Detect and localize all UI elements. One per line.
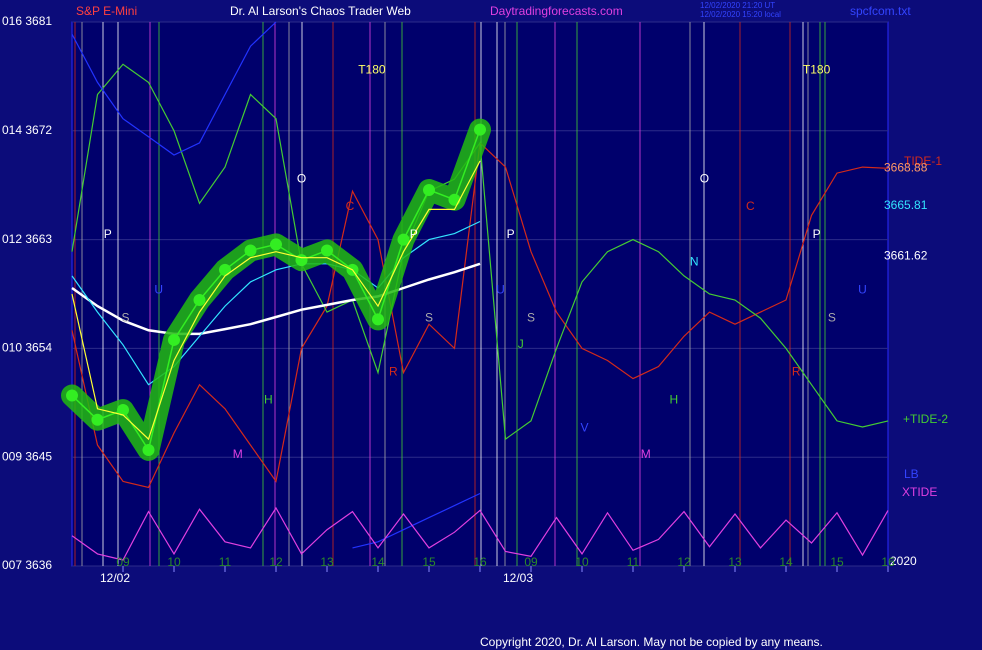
x-tick-label: 09 — [116, 555, 130, 569]
x-tick-label: 13 — [320, 555, 334, 569]
annotation: M — [233, 447, 243, 461]
chart-subtitle: Dr. Al Larson's Chaos Trader Web — [230, 4, 411, 18]
y-tick-label: 010 3654 — [2, 341, 52, 355]
price-label: 3665.81 — [884, 198, 928, 212]
copyright: Copyright 2020, Dr. Al Larson. May not b… — [480, 635, 823, 649]
x-tick-label: 09 — [524, 555, 538, 569]
x-tick-label: 10 — [575, 555, 589, 569]
x-tick-label: 16 — [881, 555, 895, 569]
series-label: +TIDE-2 — [903, 412, 948, 426]
annotation: N — [690, 255, 699, 269]
annotation: C — [346, 199, 355, 213]
x-tick-label: 13 — [728, 555, 742, 569]
year-label: 2020 — [890, 554, 917, 568]
price-label: 3661.62 — [884, 248, 928, 262]
annotation: J — [518, 337, 524, 351]
y-tick-label: 007 3636 — [2, 558, 52, 572]
annotation: P — [507, 227, 515, 241]
x-tick-label: 12 — [677, 555, 691, 569]
annotation: O — [700, 171, 709, 185]
annotation: U — [858, 283, 867, 297]
annotation: H — [669, 393, 678, 407]
annotation: T180 — [803, 63, 831, 77]
annotation: U — [154, 283, 163, 297]
x-tick-label: 15 — [422, 555, 436, 569]
y-tick-label: 014 3672 — [2, 123, 52, 137]
price-point — [474, 123, 486, 136]
price-label: 3668.88 — [884, 161, 928, 175]
annotation: P — [104, 227, 112, 241]
annotation: C — [746, 199, 755, 213]
y-tick-label: 016 3681 — [2, 14, 52, 28]
y-tick-label: 012 3663 — [2, 232, 52, 246]
x-tick-label: 11 — [627, 555, 640, 569]
series-label: LB — [904, 467, 919, 481]
x-tick-label: 16 — [473, 555, 487, 569]
annotation: O — [297, 171, 306, 185]
annotation: U — [496, 283, 505, 297]
x-tick-label: 14 — [779, 555, 793, 569]
annotation: M — [641, 447, 651, 461]
series-label: TIDE-1 — [904, 154, 942, 168]
x-tick-label: 11 — [219, 555, 232, 569]
timestamp-local: 12/02/2020 15:20 local — [700, 10, 781, 19]
series-label: XTIDE — [902, 485, 937, 499]
x-tick-label: 15 — [830, 555, 844, 569]
series-line — [71, 262, 481, 336]
y-tick-label: 009 3645 — [2, 449, 52, 463]
series-line — [71, 220, 481, 386]
chart-title: S&P E-Mini — [76, 4, 137, 18]
annotation: P — [410, 227, 418, 241]
annotation: V — [581, 420, 589, 434]
annotation: S — [527, 310, 535, 324]
x-tick-label: 14 — [371, 555, 385, 569]
series-line — [71, 129, 481, 452]
annotation: P — [813, 227, 821, 241]
annotation: S — [828, 310, 836, 324]
timestamp-ut: 12/02/2020 21:20 UT — [700, 1, 775, 10]
x-tick-label: 10 — [167, 555, 181, 569]
date-label: 12/02 — [100, 571, 130, 585]
series-line — [71, 506, 889, 561]
annotation: R — [792, 365, 801, 379]
annotation: S — [122, 310, 130, 324]
annotation: R — [389, 365, 398, 379]
annotation: T180 — [358, 63, 386, 77]
annotation: S — [425, 310, 433, 324]
site: Daytradingforecasts.com — [490, 4, 623, 18]
x-tick-label: 12 — [269, 555, 283, 569]
annotation: H — [264, 393, 273, 407]
date-label: 12/03 — [503, 571, 533, 585]
file-name: spcfcom.txt — [850, 4, 911, 18]
series-line — [71, 160, 481, 441]
